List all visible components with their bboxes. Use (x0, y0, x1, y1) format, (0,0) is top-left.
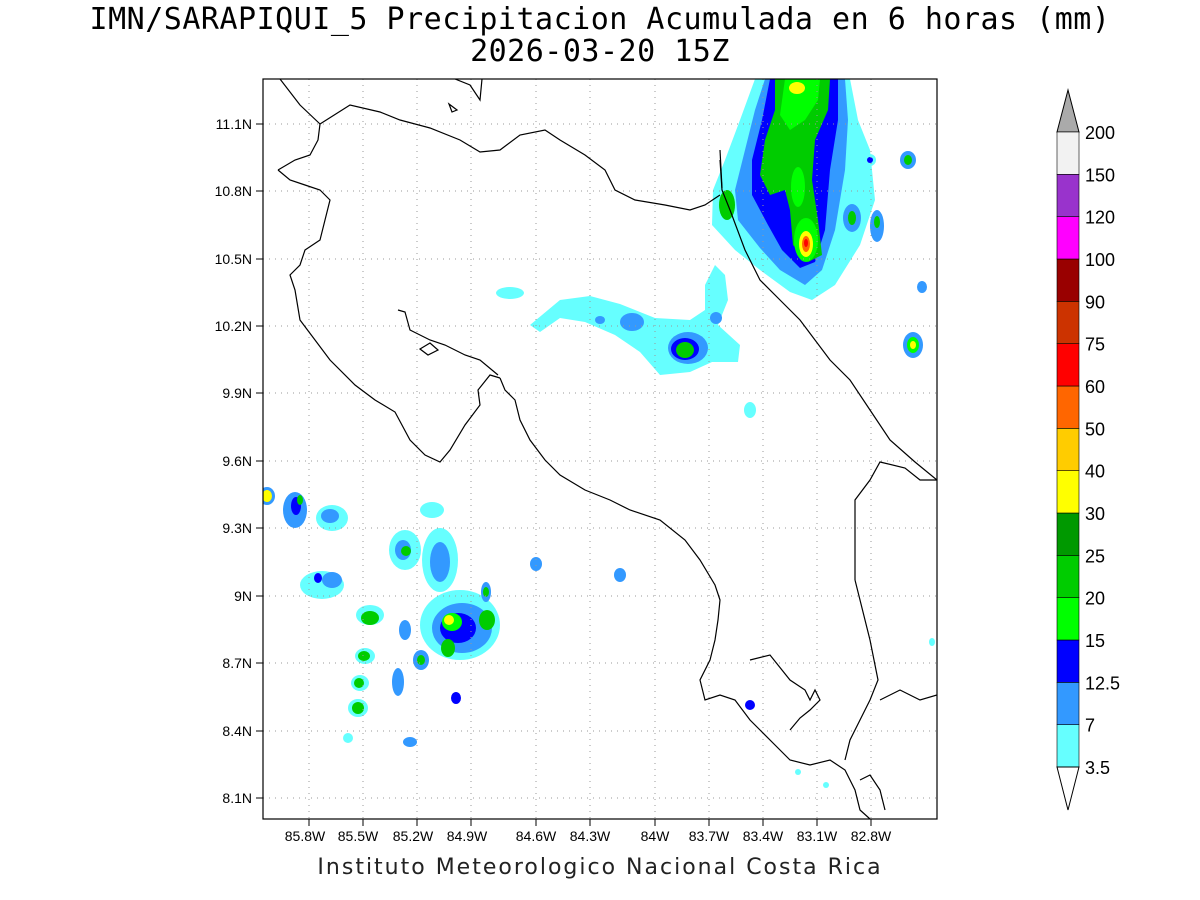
lon-label: 85.2W (393, 828, 434, 844)
colorbar-swatch (1056, 174, 1080, 217)
colorbar-label: 3.5 (1085, 758, 1110, 778)
colorbar-swatch (1056, 639, 1080, 683)
colorbar-swatch (1056, 428, 1080, 471)
axis-ticks (256, 123, 872, 826)
lat-label: 10.8N (215, 183, 252, 199)
lon-label: 83.7W (689, 828, 730, 844)
lon-label: 84.3W (570, 828, 611, 844)
colorbar-label: 7 (1085, 716, 1095, 736)
lat-label: 8.4N (222, 723, 252, 739)
colorbar-swatch (1056, 216, 1080, 260)
lon-label: 85.5W (338, 828, 379, 844)
lon-label: 83.1W (797, 828, 838, 844)
lat-label: 10.5N (215, 251, 252, 267)
precipitation-field (263, 79, 935, 788)
colorbar-bottom-arrow (1056, 766, 1080, 811)
colorbar-label: 120 (1085, 208, 1115, 228)
colorbar-label: 50 (1085, 419, 1105, 439)
colorbar: 3.5 7 12.5 15 20 25 30 40 50 60 75 90 100 120 150 200 (1056, 88, 1120, 811)
lat-label: 9.9N (222, 385, 252, 401)
map-frame (262, 78, 938, 820)
colorbar-swatch (1056, 258, 1080, 302)
colorbar-swatch (1056, 343, 1080, 387)
map-title: IMN/SARAPIQUI_5 Precipitacion Acumulada … (89, 2, 1111, 37)
colorbar-top-arrow (1056, 88, 1080, 133)
lon-label: 84W (641, 828, 671, 844)
colorbar-label: 150 (1085, 165, 1115, 185)
colorbar-swatch (1056, 470, 1080, 514)
colorbar-label: 40 (1085, 462, 1105, 482)
footer-credit: Instituto Meteorologico Nacional Costa R… (317, 855, 883, 880)
colorbar-swatch (1056, 512, 1080, 556)
colorbar-swatch (1056, 724, 1080, 768)
lat-label: 8.7N (222, 655, 252, 671)
colorbar-label: 25 (1085, 546, 1105, 566)
colorbar-swatch (1056, 682, 1080, 725)
colorbar-swatch (1056, 131, 1080, 175)
lat-label: 9.3N (222, 520, 252, 536)
colorbar-label: 60 (1085, 377, 1105, 397)
coastlines (277, 79, 937, 819)
colorbar-label: 100 (1085, 250, 1115, 270)
lat-label: 11.1N (216, 116, 252, 132)
lon-label: 84.6W (516, 828, 557, 844)
lon-label: 83.4W (743, 828, 784, 844)
lat-label: 9.6N (222, 453, 252, 469)
colorbar-swatch (1056, 555, 1080, 598)
colorbar-label: 20 (1085, 589, 1105, 609)
lat-label: 9N (234, 588, 252, 604)
map-grid (263, 79, 937, 819)
lon-label: 85.8W (285, 828, 326, 844)
lon-label: 82.8W (851, 828, 892, 844)
colorbar-label: 200 (1085, 123, 1115, 143)
lat-label: 10.2N (215, 318, 252, 334)
colorbar-label: 15 (1085, 631, 1105, 651)
colorbar-label: 75 (1085, 335, 1105, 355)
colorbar-swatch (1056, 385, 1080, 429)
colorbar-label: 30 (1085, 504, 1105, 524)
colorbar-swatch (1056, 301, 1080, 344)
map-date: 2026-03-20 15Z (470, 34, 730, 69)
colorbar-swatch (1056, 597, 1080, 641)
lon-label: 84.9W (447, 828, 488, 844)
lat-label: 8.1N (222, 790, 252, 806)
colorbar-label: 90 (1085, 292, 1105, 312)
colorbar-label: 12.5 (1085, 673, 1120, 693)
